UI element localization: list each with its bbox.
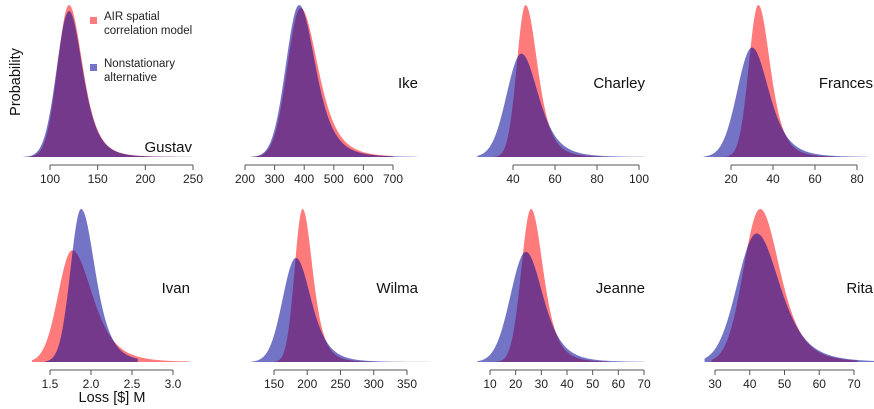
- panel-title: Frances: [819, 75, 873, 92]
- panel-frances: 20 40 60 80 Frances: [703, 5, 873, 186]
- x-tick-label: 1.5: [42, 377, 59, 391]
- legend-label-nonstationary-line2: alternative: [104, 72, 157, 84]
- x-tick-label: 2.5: [124, 377, 141, 391]
- density-area-nonstationary: [251, 257, 431, 362]
- panel-ike: 200 300 400 500 600 700 Ike: [235, 5, 418, 186]
- legend-swatch-nonstationary: [90, 64, 97, 71]
- legend: AIR spatial correlation model Nonstation…: [90, 11, 192, 84]
- panel-title: Charley: [593, 75, 645, 92]
- x-tick-label: 50: [778, 377, 792, 391]
- x-tick-label: 100: [40, 172, 60, 186]
- x-tick-label: 300: [364, 377, 384, 391]
- x-tick-label: 400: [294, 172, 314, 186]
- density-area-nonstationary: [45, 209, 138, 362]
- x-tick-label: 40: [743, 377, 757, 391]
- x-tick-label: 60: [612, 377, 626, 391]
- panel-title: Wilma: [376, 280, 418, 297]
- x-tick-label: 30: [708, 377, 722, 391]
- x-tick-label: 70: [637, 377, 651, 391]
- panel-charley: 40 60 80 100 Charley: [477, 5, 649, 186]
- panel-title: Jeanne: [596, 280, 645, 297]
- panel-wilma: 150 200 250 300 350 Wilma: [251, 209, 431, 391]
- x-tick-label: 80: [850, 172, 864, 186]
- x-tick-label: 150: [88, 172, 108, 186]
- x-tick-label: 20: [509, 377, 523, 391]
- y-axis-title: Probability: [8, 47, 24, 115]
- x-tick-label: 600: [353, 172, 373, 186]
- density-area-nonstationary: [704, 233, 874, 362]
- x-tick-label: 40: [560, 377, 574, 391]
- x-tick-label: 200: [135, 172, 155, 186]
- x-tick-label: 100: [629, 172, 649, 186]
- panel-rita: 30 40 50 60 70 Rita: [704, 209, 874, 391]
- x-tick-label: 500: [324, 172, 344, 186]
- x-tick-label: 40: [506, 172, 520, 186]
- x-tick-label: 300: [265, 172, 285, 186]
- x-tick-label: 50: [586, 377, 600, 391]
- density-area-nonstationary: [703, 47, 868, 157]
- x-tick-label: 60: [813, 377, 827, 391]
- x-axis-title: Loss [$] M: [79, 390, 146, 406]
- panel-gustav: 100 150 200 250 Gustav: [23, 5, 203, 186]
- panel-title: Ivan: [162, 280, 190, 297]
- x-tick-label: 200: [297, 377, 317, 391]
- x-tick-label: 80: [590, 172, 604, 186]
- density-area-nonstationary: [250, 5, 417, 157]
- x-tick-label: 200: [235, 172, 255, 186]
- x-tick-label: 40: [766, 172, 780, 186]
- panel-jeanne: 10 20 30 40 50 60 70 Jeanne: [477, 209, 651, 391]
- x-tick-label: 30: [535, 377, 549, 391]
- panel-title: Ike: [398, 75, 418, 92]
- density-area-nonstationary: [23, 11, 192, 157]
- x-tick-label: 250: [183, 172, 203, 186]
- density-area-nonstationary: [477, 251, 644, 362]
- legend-label-air-line1: AIR spatial: [104, 11, 160, 23]
- x-tick-label: 60: [808, 172, 822, 186]
- x-tick-label: 60: [548, 172, 562, 186]
- x-tick-label: 150: [264, 377, 284, 391]
- density-area-nonstationary: [477, 53, 646, 157]
- x-tick-label: 10: [483, 377, 497, 391]
- x-tick-label: 70: [847, 377, 861, 391]
- panel-title: Rita: [846, 280, 873, 297]
- x-tick-label: 350: [397, 377, 417, 391]
- x-tick-label: 3.0: [165, 377, 182, 391]
- legend-label-nonstationary-line1: Nonstationary: [104, 58, 175, 70]
- x-tick-label: 250: [330, 377, 350, 391]
- x-tick-label: 20: [724, 172, 738, 186]
- panel-ivan: 1.5 2.0 2.5 3.0 Ivan: [31, 209, 190, 391]
- legend-label-air-line2: correlation model: [104, 25, 192, 37]
- panel-title: Gustav: [144, 139, 192, 156]
- x-tick-label: 2.0: [83, 377, 100, 391]
- x-tick-label: 700: [383, 172, 403, 186]
- legend-swatch-air: [90, 17, 97, 24]
